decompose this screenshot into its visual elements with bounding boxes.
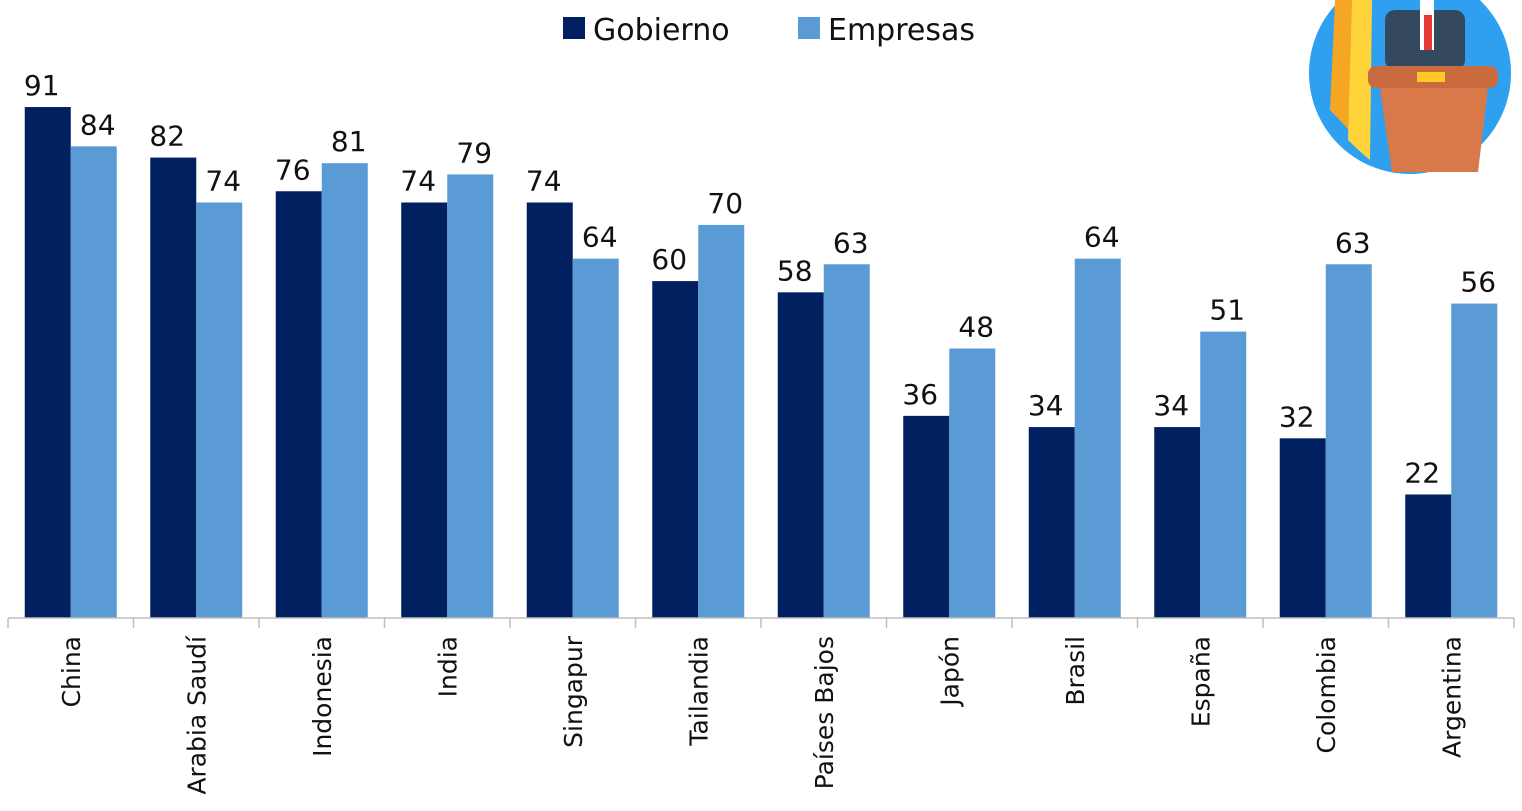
x-tick-label: Brasil (1061, 636, 1090, 706)
legend-swatch (563, 17, 585, 39)
bar (1326, 264, 1372, 618)
value-label: 82 (149, 120, 185, 153)
value-label: 91 (24, 69, 60, 102)
value-label: 56 (1460, 266, 1496, 299)
x-tick-label: Colombia (1312, 636, 1341, 753)
legend-label: Empresas (828, 13, 975, 48)
bar (1280, 438, 1326, 618)
legend-swatch (798, 17, 820, 39)
bar (903, 416, 949, 618)
bar (1075, 259, 1121, 618)
value-label: 60 (651, 243, 687, 276)
value-label: 64 (582, 221, 618, 254)
bar (447, 174, 493, 618)
bar (150, 158, 196, 618)
bar (949, 348, 995, 618)
podium-icon (1309, 0, 1511, 174)
x-tick-label: Indonesia (308, 636, 337, 757)
value-label: 63 (1335, 226, 1371, 259)
value-label: 74 (205, 164, 241, 197)
bar (1451, 304, 1497, 618)
value-label: 63 (833, 226, 869, 259)
x-tick-label: Tailandia (684, 636, 713, 747)
value-label: 74 (400, 164, 436, 197)
value-label: 64 (1084, 221, 1120, 254)
bar (401, 202, 447, 618)
x-tick-label: Singapur (559, 635, 588, 748)
bar (322, 163, 368, 618)
bar (652, 281, 698, 618)
bar (527, 202, 573, 618)
x-tick-label: Países Bajos (810, 636, 839, 789)
bar (71, 146, 117, 618)
legend-label: Gobierno (593, 13, 730, 48)
bar (276, 191, 322, 618)
bar (1154, 427, 1200, 618)
value-label: 51 (1209, 294, 1245, 327)
chart: Gobierno Empresas 91 84 China 82 74 Arabia Saud… (0, 0, 1522, 811)
value-label: 70 (707, 187, 743, 220)
value-label: 34 (1153, 389, 1189, 422)
bar (196, 202, 242, 618)
x-tick-label: España (1186, 636, 1215, 727)
value-label: 48 (958, 310, 994, 343)
value-label: 22 (1404, 456, 1440, 489)
x-tick-label: Arabia Saudí (182, 635, 211, 795)
bar (824, 264, 870, 618)
bar (698, 225, 744, 618)
bar (573, 259, 619, 618)
value-label: 79 (456, 136, 492, 169)
value-label: 84 (80, 108, 116, 141)
bar (25, 107, 71, 618)
bar (1405, 494, 1451, 618)
value-label: 81 (331, 125, 367, 158)
x-tick-label: Argentina (1437, 636, 1466, 758)
x-tick-label: China (57, 636, 86, 707)
bar (1200, 332, 1246, 618)
bar (1029, 427, 1075, 618)
value-label: 58 (777, 254, 813, 287)
bar (778, 292, 824, 618)
value-label: 76 (275, 153, 311, 186)
value-label: 34 (1028, 389, 1064, 422)
value-label: 36 (902, 378, 938, 411)
x-tick-label: Japón (935, 636, 964, 708)
value-label: 74 (526, 164, 562, 197)
x-tick-label: India (433, 636, 462, 697)
value-label: 32 (1279, 400, 1315, 433)
